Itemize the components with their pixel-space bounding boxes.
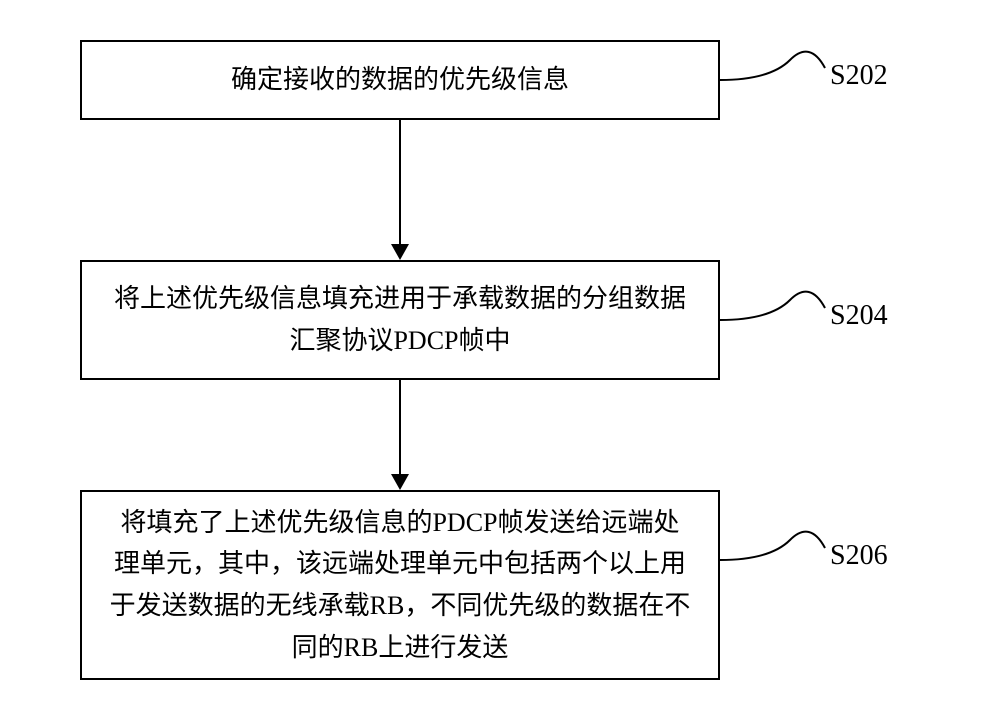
flowchart-canvas: 确定接收的数据的优先级信息 S202 将上述优先级信息填充进用于承载数据的分组数…: [0, 0, 1000, 720]
step-s204-box: 将上述优先级信息填充进用于承载数据的分组数据 汇聚协议PDCP帧中: [80, 260, 720, 380]
step-s206-text: 将填充了上述优先级信息的PDCP帧发送给远端处 理单元，其中，该远端处理单元中包…: [110, 502, 691, 668]
step-s206-label: S206: [830, 540, 888, 572]
arrow-2-line: [399, 380, 401, 474]
step-s206-box: 将填充了上述优先级信息的PDCP帧发送给远端处 理单元，其中，该远端处理单元中包…: [80, 490, 720, 680]
step-s202-box: 确定接收的数据的优先级信息: [80, 40, 720, 120]
arrow-1-line: [399, 120, 401, 244]
arrow-1-head: [391, 244, 409, 260]
connector-s202: [720, 50, 830, 110]
step-s204-label: S204: [830, 300, 888, 332]
step-s202-text: 确定接收的数据的优先级信息: [231, 59, 569, 101]
step-s202-label: S202: [830, 60, 888, 92]
connector-s206: [720, 530, 830, 590]
arrow-2-head: [391, 474, 409, 490]
connector-s204: [720, 290, 830, 350]
step-s204-text: 将上述优先级信息填充进用于承载数据的分组数据 汇聚协议PDCP帧中: [114, 278, 686, 361]
